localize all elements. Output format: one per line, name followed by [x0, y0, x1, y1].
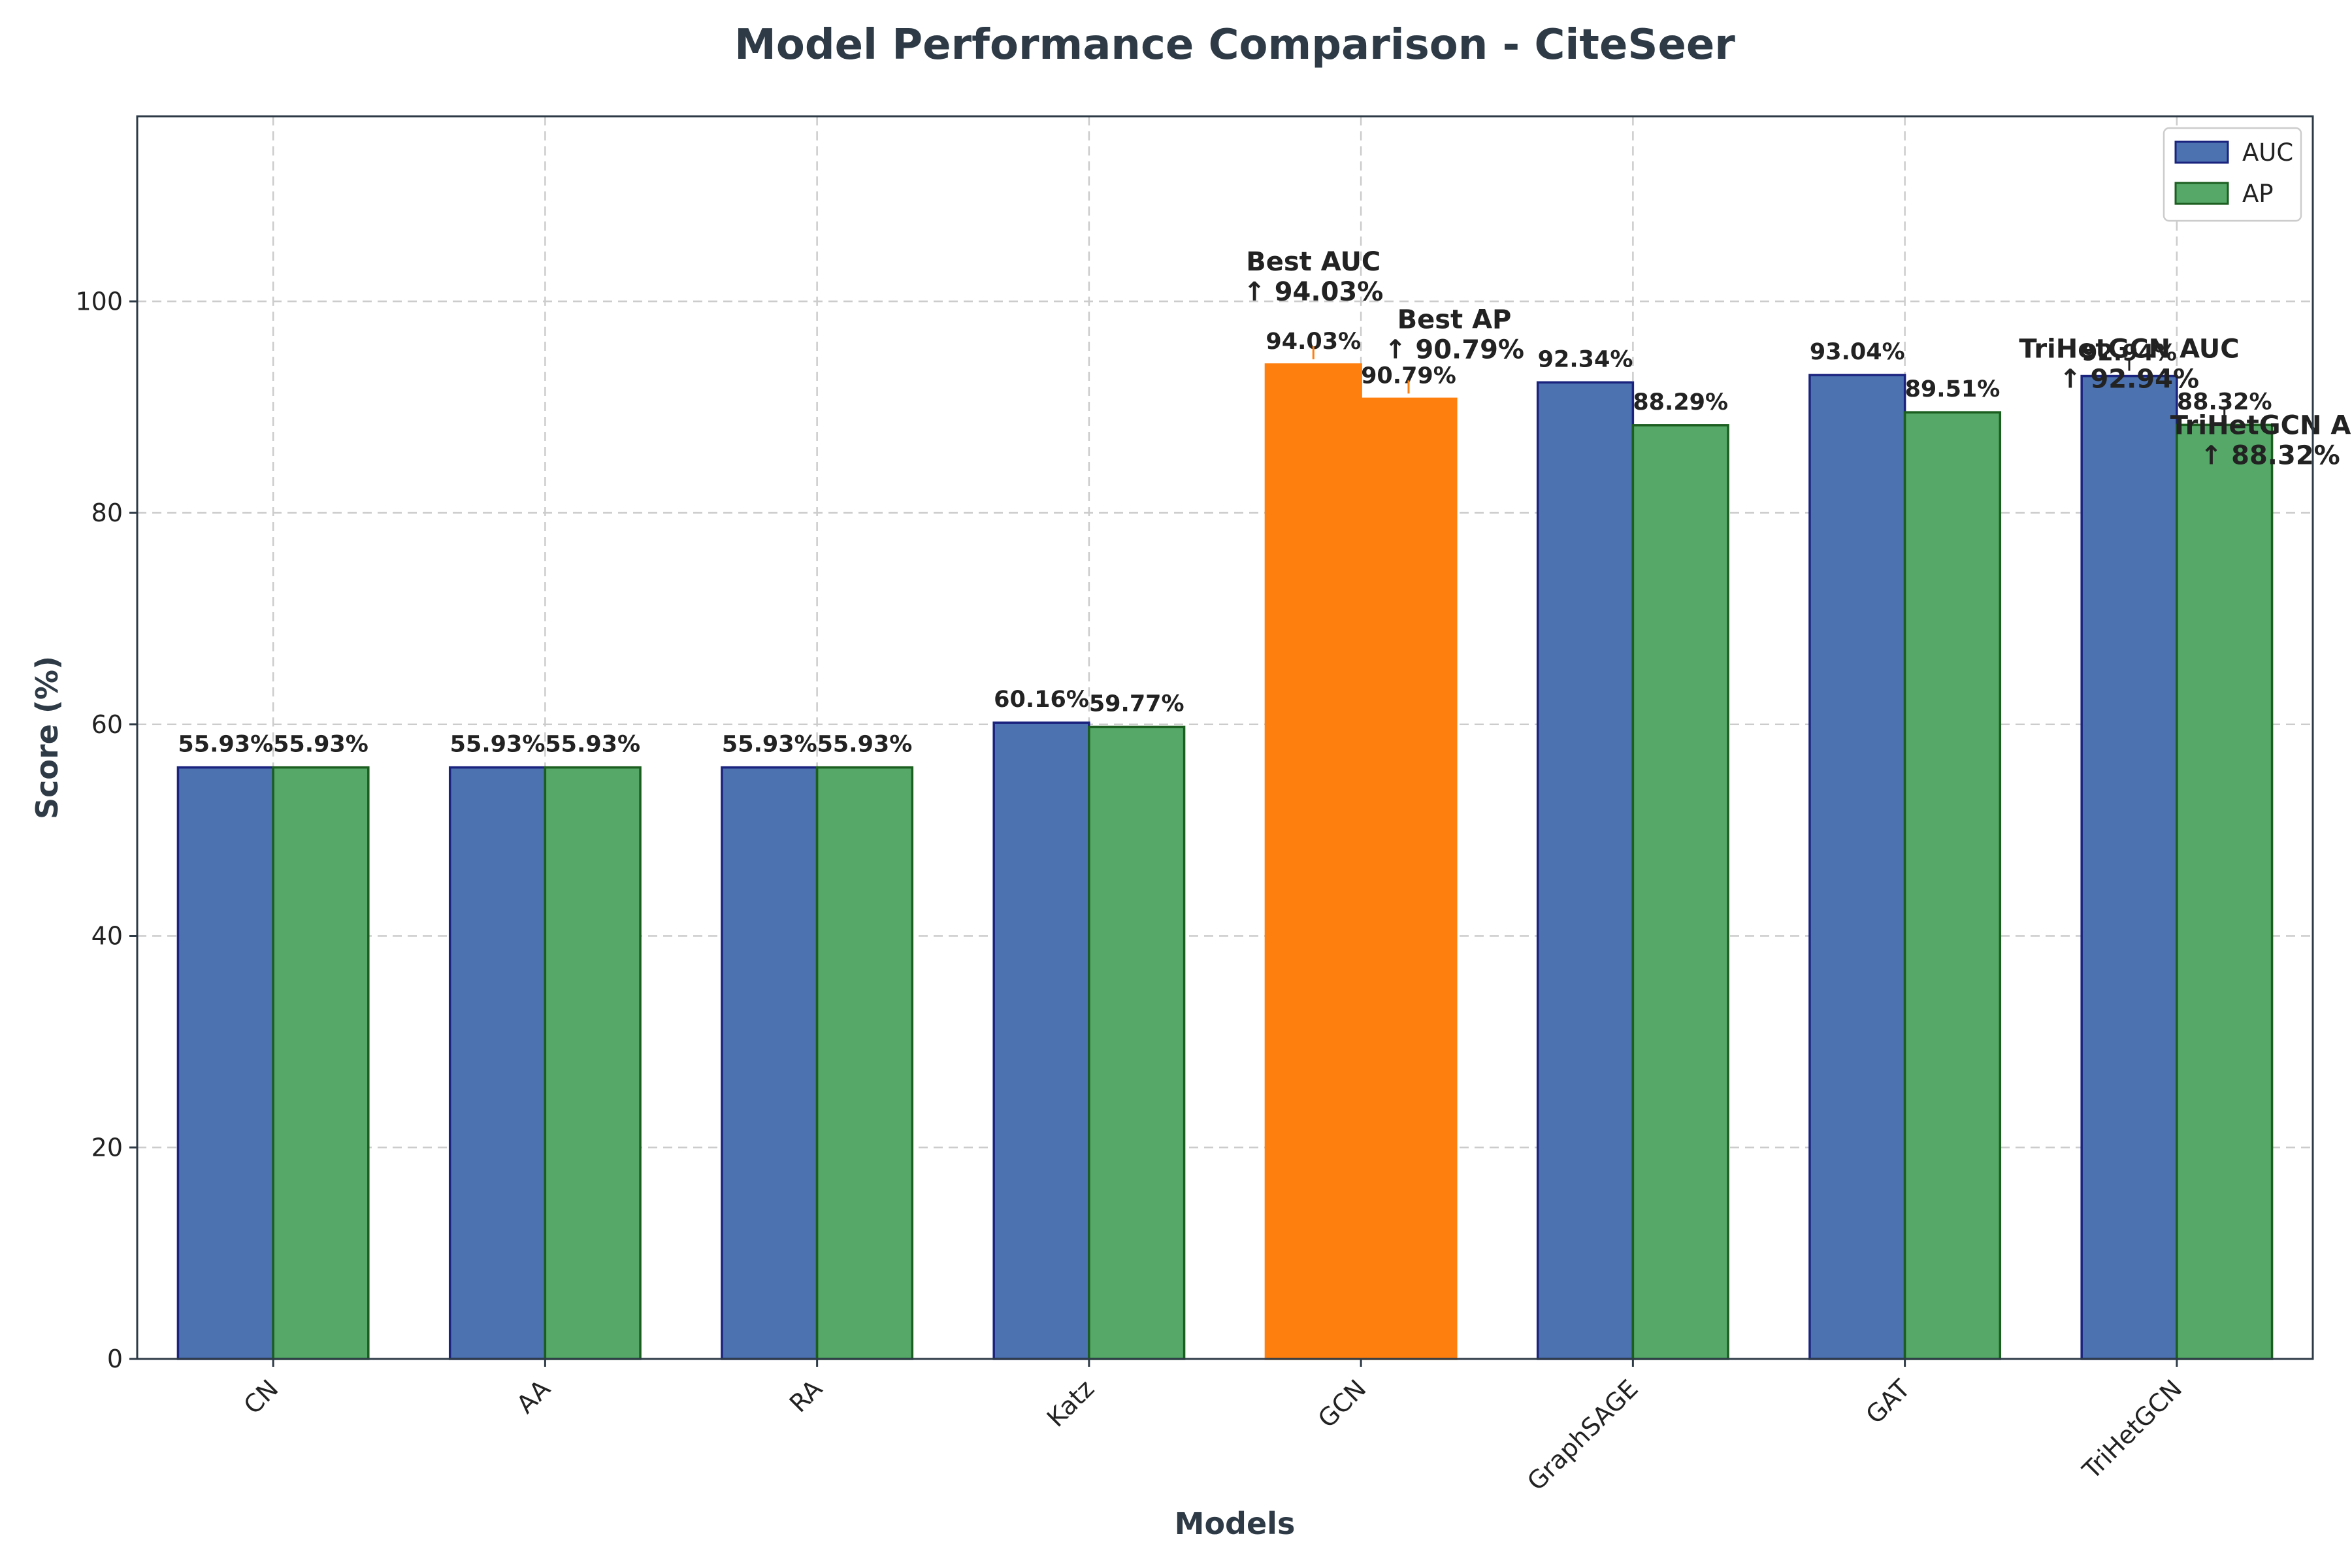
x-tick-label-aa: AA [511, 1374, 556, 1419]
y-tick-label: 0 [107, 1345, 123, 1373]
value-label-auc-graphsage: 92.34% [1538, 346, 1633, 372]
x-tick-label-graphsage: GraphSAGE [1522, 1374, 1644, 1496]
legend-swatch-ap [2174, 182, 2229, 205]
value-label-auc-ra: 55.93% [722, 732, 817, 758]
x-tick-label-trihetgcn: TriHetGCN [2076, 1374, 2187, 1485]
x-tick-label-cn: CN [238, 1374, 284, 1420]
legend-label-auc: AUC [2242, 139, 2293, 167]
bar-auc-gcn [1264, 363, 1362, 1360]
bar-auc-gat [1808, 374, 1906, 1360]
annotation-value: ↑ 94.03% [1243, 277, 1383, 307]
value-label-auc-cn: 55.93% [178, 732, 273, 758]
bar-ap-katz [1088, 725, 1186, 1360]
annotation-title: TriHetGCN AUC [2019, 335, 2239, 365]
bar-ap-graphsage [1631, 424, 1729, 1360]
legend-label-ap: AP [2242, 180, 2274, 208]
y-tick-label: 100 [75, 287, 123, 316]
bars-layer [176, 363, 2274, 1360]
chart-title: Model Performance Comparison - CiteSeer [734, 21, 1735, 69]
y-axis-label: Score (%) [29, 656, 65, 819]
annotations: Best AUC↑ 94.03% Best AP↑ 90.79% TriHetGCN… [1243, 247, 2352, 470]
value-label-ap-aa: 55.93% [545, 732, 640, 758]
annotation-value: ↑ 92.94% [2059, 365, 2199, 395]
bar-ap-gcn [1360, 397, 1458, 1360]
x-tick-label-ra: RA [784, 1374, 828, 1418]
value-label-auc-katz: 60.16% [994, 687, 1089, 713]
x-axis-label: Models [1175, 1506, 1296, 1541]
bar-ap-aa [544, 766, 642, 1360]
y-axis: 0 20 40 60 80 100 [75, 287, 137, 1373]
x-tick-label-katz: Katz [1041, 1374, 1100, 1432]
annotation-title: TriHetGCN AP [2170, 410, 2352, 440]
bar-auc-aa [448, 766, 547, 1360]
annotation-title: Best AUC [1246, 247, 1380, 277]
annotation-value: ↑ 90.79% [1384, 335, 1524, 365]
y-tick-label: 20 [91, 1133, 123, 1162]
annotation-title: Best AP [1397, 304, 1512, 335]
x-axis: CN AA RA Katz GCN GraphSAGE GAT TriHetGCN [238, 1359, 2187, 1496]
y-tick-label: 60 [91, 710, 123, 739]
x-tick-label-gcn: GCN [1313, 1374, 1372, 1433]
bar-auc-trihetgcn [2080, 374, 2178, 1360]
value-label-auc-aa: 55.93% [450, 732, 546, 758]
value-label-ap-cn: 55.93% [273, 732, 368, 758]
bar-ap-cn [272, 766, 370, 1360]
bar-auc-katz [992, 721, 1090, 1360]
legend-swatch-auc [2174, 140, 2229, 164]
annotation-value: ↑ 88.32% [2200, 440, 2340, 470]
x-tick-label-gat: GAT [1860, 1374, 1916, 1429]
y-tick-label: 80 [91, 498, 123, 527]
value-label-ap-graphsage: 88.29% [1633, 389, 1728, 416]
bar-auc-graphsage [1536, 381, 1635, 1360]
legend: AUC AP [2163, 127, 2302, 222]
value-label-auc-gat: 93.04% [1810, 339, 1905, 365]
value-label-ap-gat: 89.51% [1905, 376, 2001, 402]
bar-auc-cn [176, 766, 274, 1360]
y-tick-label: 40 [91, 922, 123, 951]
value-label-ap-katz: 59.77% [1089, 691, 1184, 717]
bar-ap-gat [1903, 411, 2002, 1360]
bar-ap-ra [815, 766, 914, 1360]
bar-auc-ra [721, 766, 819, 1360]
value-label-ap-ra: 55.93% [817, 732, 913, 758]
bar-ap-trihetgcn [2176, 423, 2274, 1360]
value-labels: 55.93% 55.93% 55.93%60.16%94.03%92.34% 93.0… [178, 329, 2272, 758]
plot-area [136, 115, 2314, 1360]
